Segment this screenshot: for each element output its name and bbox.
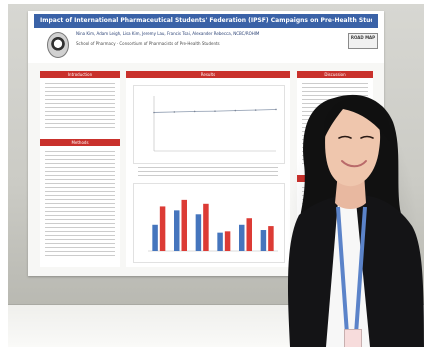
bar-3-2 [203, 203, 209, 251]
bar-4-2 [224, 231, 231, 251]
section-discussion: Discussion [297, 71, 373, 78]
section-introduction: Introduction [40, 71, 120, 78]
bar-chart [148, 199, 278, 252]
section-results: Results [126, 71, 290, 78]
bar-5-1 [239, 224, 245, 251]
bar-chart-card [133, 183, 285, 263]
roadmap-badge-label: ROAD MAP [350, 35, 376, 40]
poster-title: Impact of International Pharmaceutical S… [40, 17, 372, 24]
line-point-5 [234, 109, 237, 112]
bar-2-1 [174, 210, 180, 251]
line-point-3 [193, 110, 196, 113]
methods-text [45, 151, 115, 259]
section-discussion-label: Discussion [324, 72, 346, 77]
poster-title-bar: Impact of International Pharmaceutical S… [34, 14, 378, 28]
presenter-fringe [324, 98, 390, 141]
presenter-eyes [338, 135, 374, 139]
line-point-7 [275, 108, 277, 111]
bar-1-2 [159, 206, 166, 251]
left-column: Introduction Methods [40, 71, 120, 267]
line-point-4 [214, 110, 216, 112]
poster-header: Impact of International Pharmaceutical S… [28, 11, 384, 63]
roadmap-badge: ROAD MAP [348, 33, 378, 49]
bar-2-2 [181, 199, 187, 251]
center-column: Results [126, 71, 290, 267]
introduction-text [45, 83, 115, 131]
presenter-person [287, 94, 424, 347]
section-methods-label: Methods [71, 140, 89, 145]
photo-frame: Impact of International Pharmaceutical S… [8, 4, 424, 347]
presenter-smile [341, 160, 367, 168]
bar-6-1 [260, 230, 267, 251]
section-methods: Methods [40, 139, 120, 146]
presenter-lanyard [336, 206, 367, 335]
bar-1-1 [152, 224, 158, 251]
bar-4-1 [217, 232, 223, 251]
section-introduction-label: Introduction [67, 72, 93, 77]
bar-6-2 [268, 226, 274, 251]
line-point-6 [254, 109, 257, 111]
section-results-label: Results [200, 72, 216, 77]
poster-authors: Nina Kim, Adam Leigh, Lisa Kim, Jeremy L… [76, 31, 260, 36]
bar-5-2 [246, 218, 252, 251]
line-point-2 [173, 111, 176, 113]
line-point-1 [153, 111, 155, 114]
name-badge-card [344, 329, 362, 347]
poster-affiliation: School of Pharmacy · Consortium of Pharm… [76, 41, 220, 46]
presenter-face [325, 102, 381, 187]
line-chart [153, 96, 277, 152]
line-chart-card [133, 85, 285, 164]
bar-3-1 [195, 214, 202, 251]
results-text [138, 167, 278, 179]
school-seal-icon [47, 32, 69, 58]
